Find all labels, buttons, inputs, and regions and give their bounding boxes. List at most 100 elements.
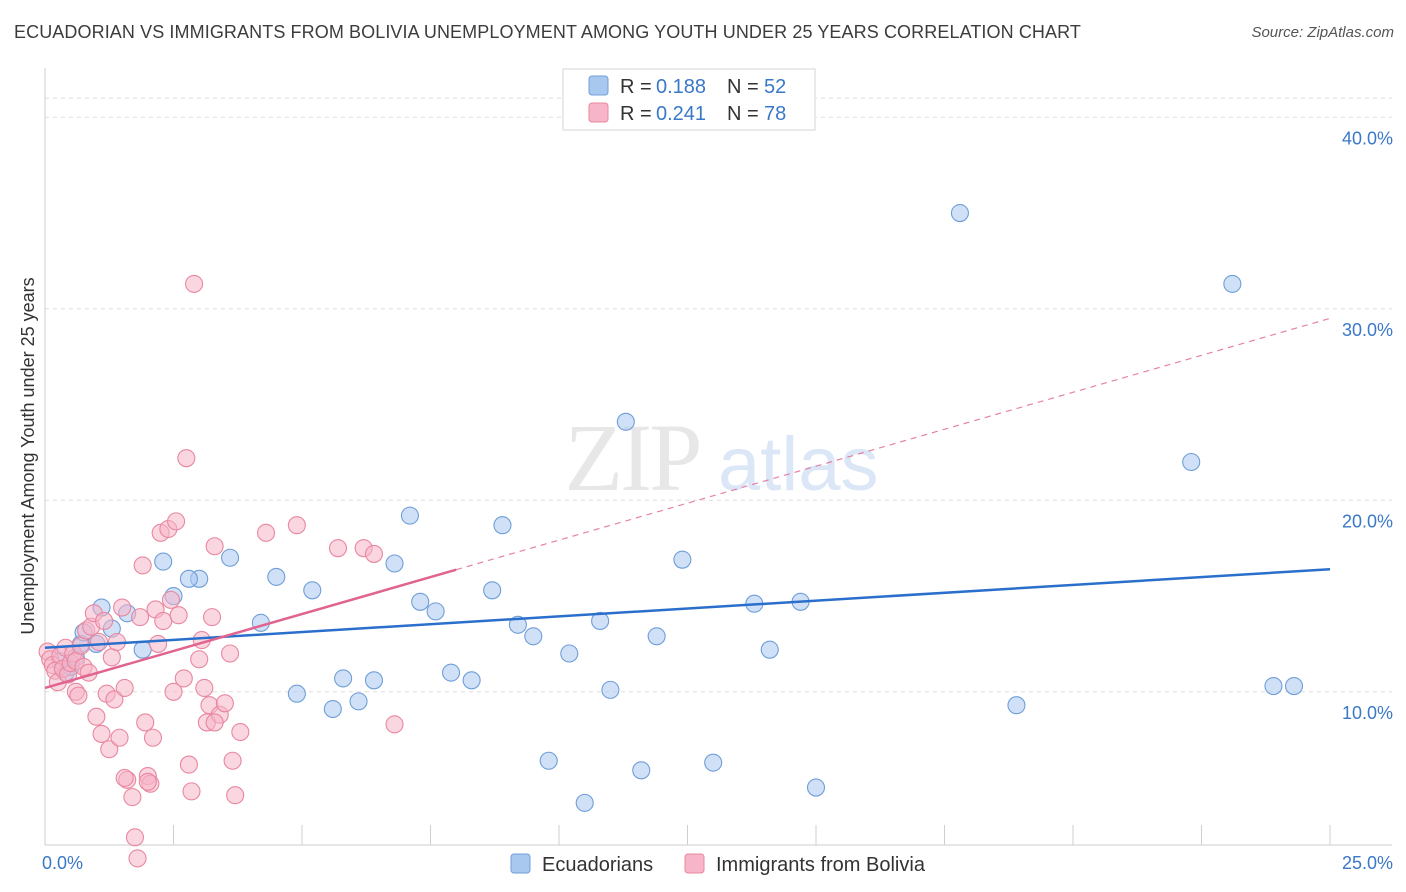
chart-source: Source: ZipAtlas.com [1251, 24, 1394, 41]
point-ecuadorian [483, 581, 502, 600]
point-ecuadorian [806, 778, 826, 797]
point-bolivia [205, 713, 224, 732]
point-ecuadorian [411, 592, 430, 611]
point-ecuadorian [385, 554, 404, 573]
legend-n-value: 78 [764, 103, 786, 125]
point-bolivia [223, 751, 242, 770]
point-bolivia [87, 707, 106, 726]
legend-swatch-blue [588, 75, 609, 96]
points-layer [38, 204, 1304, 868]
point-ecuadorian [632, 761, 651, 780]
point-bolivia [92, 724, 111, 743]
point-ecuadorian [575, 793, 594, 812]
point-ecuadorian [349, 692, 368, 711]
point-ecuadorian [442, 663, 461, 682]
legend-r-label: R = [620, 76, 652, 98]
point-bolivia [185, 274, 204, 293]
y-tick-label: 40.0% [1342, 128, 1393, 148]
point-ecuadorian [508, 615, 527, 634]
point-bolivia [364, 544, 384, 563]
point-ecuadorian [1007, 696, 1026, 715]
point-bolivia [133, 556, 152, 575]
point-bolivia [169, 606, 188, 625]
correlation-legend: R = 0.188 N = 52 R = 0.241 N = 78 [562, 68, 816, 131]
y-axis-label: Unemployment Among Youth under 25 years [18, 277, 38, 634]
point-bolivia [256, 523, 276, 542]
point-ecuadorian [601, 680, 620, 699]
point-bolivia [115, 678, 134, 698]
point-bolivia [287, 516, 306, 535]
point-ecuadorian [220, 548, 240, 567]
point-bolivia [102, 648, 121, 667]
point-bolivia [179, 755, 198, 774]
x-tick-label: 25.0% [1342, 853, 1393, 873]
point-ecuadorian [287, 684, 306, 703]
point-ecuadorian [1264, 677, 1283, 696]
point-bolivia [110, 728, 129, 747]
point-ecuadorian [704, 753, 723, 772]
x-tick-label: 0.0% [42, 853, 83, 873]
point-bolivia [89, 632, 109, 652]
legend-label-ecuadorians: Ecuadorians [542, 854, 653, 876]
point-ecuadorian [950, 204, 969, 223]
point-ecuadorian [267, 567, 286, 586]
point-ecuadorian [179, 569, 198, 588]
chart-title: ECUADORIAN VS IMMIGRANTS FROM BOLIVIA UN… [14, 22, 1082, 42]
point-bolivia [136, 713, 155, 732]
point-ecuadorian [303, 581, 322, 600]
point-bolivia [195, 678, 214, 698]
point-bolivia [143, 728, 162, 747]
grid-layer [45, 97, 1392, 693]
legend-label-bolivia: Immigrants from Bolivia [716, 854, 926, 876]
point-ecuadorian [400, 506, 419, 525]
legend-swatch-ecuadorians [510, 853, 531, 874]
legend-swatch-pink [588, 102, 609, 123]
point-ecuadorian [760, 640, 779, 659]
point-bolivia [205, 537, 224, 556]
point-bolivia [385, 715, 404, 734]
point-ecuadorian [539, 751, 558, 770]
point-ecuadorian [364, 671, 384, 690]
point-bolivia [177, 449, 196, 468]
point-ecuadorian [133, 640, 152, 659]
point-bolivia [167, 512, 186, 531]
point-ecuadorian [524, 627, 543, 646]
point-bolivia [131, 608, 150, 627]
legend-r-label: R = [620, 103, 652, 125]
point-bolivia [203, 608, 222, 627]
point-bolivia [164, 682, 183, 701]
point-ecuadorian [647, 627, 666, 646]
point-bolivia [113, 598, 132, 617]
point-ecuadorian [560, 644, 579, 663]
point-bolivia [154, 611, 173, 630]
point-bolivia [220, 644, 240, 663]
point-ecuadorian [493, 516, 512, 535]
series-legend: Ecuadorians Immigrants from Bolivia [510, 853, 926, 876]
point-ecuadorian [323, 699, 342, 719]
point-bolivia [231, 722, 250, 742]
trend-line-bolivia [44, 568, 457, 690]
point-ecuadorian [334, 669, 353, 688]
legend-n-value: 52 [764, 76, 786, 98]
point-bolivia [115, 768, 134, 788]
legend-swatch-bolivia [684, 853, 705, 874]
point-bolivia [69, 686, 88, 705]
legend-r-value: 0.188 [656, 76, 706, 98]
watermark-atlas: atlas [718, 422, 879, 507]
point-ecuadorian [462, 671, 481, 690]
point-bolivia [95, 611, 114, 630]
point-bolivia [161, 590, 180, 609]
point-bolivia [182, 782, 201, 801]
point-ecuadorian [616, 412, 635, 431]
point-bolivia [128, 849, 147, 868]
point-bolivia [138, 772, 157, 791]
watermark: ZIP atlas [565, 404, 879, 511]
point-bolivia [328, 539, 348, 558]
trend-line-ecuadorians [44, 567, 1331, 650]
legend-r-value: 0.241 [656, 103, 706, 125]
point-bolivia [174, 669, 193, 688]
axis-layer: 10.0% 20.0% 30.0% 40.0% 0.0% 25.0% [42, 68, 1393, 873]
y-tick-label: 30.0% [1342, 320, 1393, 340]
point-ecuadorian [426, 602, 445, 621]
